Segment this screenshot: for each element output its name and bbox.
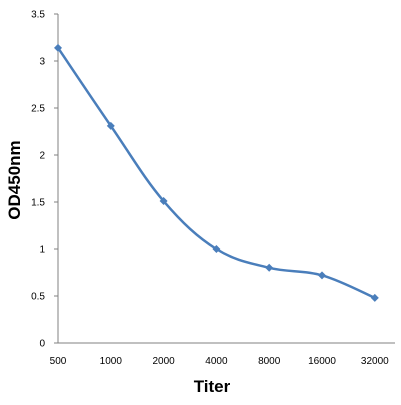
data-point-marker (159, 197, 168, 206)
x-tick-label: 500 (50, 356, 67, 367)
series-line (56, 47, 376, 300)
x-tick-label: 4000 (205, 356, 228, 367)
axes (57, 14, 395, 344)
y-tick-label: 2 (39, 151, 45, 162)
x-tick-label: 16000 (308, 356, 336, 367)
data-point-marker (106, 121, 115, 130)
y-tick-label: 1 (39, 245, 45, 256)
x-ticks: 500 1000 2000 4000 8000 16000 32000 (50, 356, 389, 367)
x-tick-label: 2000 (152, 356, 175, 367)
y-tick-label: 3 (39, 57, 45, 68)
data-point-marker (370, 293, 379, 302)
data-point-marker (212, 245, 221, 253)
x-tick-label: 1000 (100, 356, 123, 367)
x-tick-label: 8000 (258, 356, 281, 367)
x-tick-label: 32000 (361, 356, 389, 367)
y-ticks: 0 0.5 1 1.5 2 2.5 3 3.5 (31, 10, 58, 350)
y-tick-label: 3.5 (31, 10, 45, 21)
y-tick-label: 0 (39, 339, 45, 350)
y-tick-label: 1.5 (31, 198, 45, 209)
data-point-marker (54, 43, 62, 52)
y-tick-label: 2.5 (31, 104, 45, 115)
series-markers (54, 43, 379, 302)
x-axis-title: Titer (194, 377, 231, 396)
y-tick-label: 0.5 (31, 292, 45, 303)
data-point-marker (318, 271, 326, 280)
y-axis-title: OD450nm (5, 140, 24, 219)
data-point-marker (265, 263, 274, 272)
